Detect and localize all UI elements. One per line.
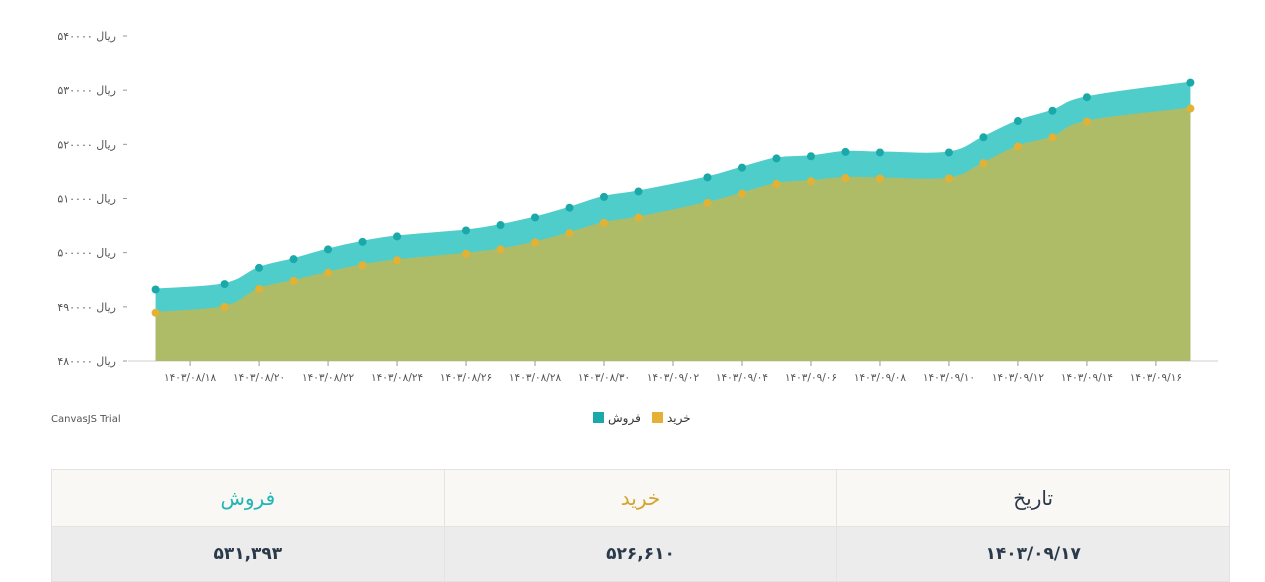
- buy-point: [841, 173, 850, 182]
- buy-point: [703, 198, 712, 207]
- buy-point: [944, 174, 953, 183]
- sell-point: [531, 213, 540, 222]
- sell-point: [393, 232, 402, 241]
- cell-buy-price: ۵۲۶,۶۱۰: [443, 526, 838, 582]
- x-tick-label: ۱۴۰۳/۰۹/۰۸: [854, 372, 907, 384]
- buy-point: [806, 177, 815, 186]
- sell-point: [875, 148, 884, 157]
- buy-point: [496, 245, 505, 254]
- x-tick-label: ۱۴۰۳/۰۸/۲۶: [440, 372, 492, 384]
- buy-point: [1013, 142, 1022, 151]
- sell-point: [324, 245, 333, 254]
- summary-table: فروش خرید تاریخ ۵۳۱,۳۹۳ ۵۲۶,۶۱۰ ۱۴۰۳/۰۹/…: [51, 469, 1230, 582]
- y-tick-label: ریال ۴۸۰۰۰۰: [57, 355, 116, 368]
- cell-sell-price: ۵۳۱,۳۹۳: [51, 526, 445, 582]
- sell-point: [634, 187, 643, 196]
- header-buy: خرید: [443, 469, 838, 527]
- sell-point: [703, 173, 712, 182]
- x-tick-label: ۱۴۰۳/۰۹/۰۴: [716, 372, 768, 384]
- x-tick-label: ۱۴۰۳/۰۹/۱۲: [992, 372, 1045, 384]
- x-tick-label: ۱۴۰۳/۰۸/۲۴: [371, 372, 423, 384]
- sell-point: [358, 237, 367, 246]
- buy-point: [565, 229, 574, 238]
- x-tick-label: ۱۴۰۳/۰۹/۰۲: [647, 372, 700, 384]
- cell-date: ۱۴۰۳/۰۹/۱۷: [836, 526, 1230, 582]
- header-sell: فروش: [51, 469, 445, 527]
- area-buy: [155, 108, 1191, 361]
- y-tick-label: ریال ۵۱۰۰۰۰: [57, 193, 116, 206]
- buy-point: [737, 189, 746, 198]
- legend-buy-swatch: [652, 412, 663, 423]
- y-tick-label: ریال ۴۹۰۰۰۰: [57, 301, 116, 314]
- chart-watermark: CanvasJS Trial: [51, 414, 121, 425]
- sell-point: [496, 221, 505, 230]
- buy-point: [358, 261, 367, 270]
- buy-point: [1082, 117, 1091, 126]
- x-tick-label: ۱۴۰۳/۰۸/۲۸: [509, 372, 562, 384]
- sell-point: [565, 203, 574, 212]
- buy-point: [531, 238, 540, 247]
- x-tick-label: ۱۴۰۳/۰۸/۲۲: [302, 372, 355, 384]
- table-header-row: فروش خرید تاریخ: [51, 469, 1230, 527]
- sell-point: [1048, 106, 1057, 115]
- buy-point: [600, 218, 609, 227]
- buy-point: [634, 213, 643, 222]
- x-tick-label: ۱۴۰۳/۰۹/۱۴: [1061, 372, 1113, 384]
- y-tick-label: ریال ۵۳۰۰۰۰: [57, 84, 116, 97]
- buy-point: [393, 256, 402, 265]
- y-tick-label: ریال ۵۲۰۰۰۰: [57, 138, 116, 151]
- buy-point: [772, 179, 781, 188]
- sell-point: [806, 152, 815, 161]
- buy-point: [255, 284, 264, 293]
- buy-point: [151, 308, 160, 317]
- sell-point: [600, 192, 609, 201]
- legend-sell-swatch: [593, 412, 604, 423]
- sell-point: [151, 285, 160, 294]
- x-tick-label: ۱۴۰۳/۰۹/۰۶: [785, 372, 837, 384]
- sell-point: [841, 147, 850, 156]
- buy-point: [875, 174, 884, 183]
- y-tick-label: ریال ۵۰۰۰۰۰: [57, 247, 116, 260]
- x-tick-label: ۱۴۰۳/۰۸/۱۸: [164, 372, 217, 384]
- x-tick-label: ۱۴۰۳/۰۹/۱۶: [1130, 372, 1182, 384]
- header-date: تاریخ: [836, 469, 1230, 527]
- sell-point: [944, 148, 953, 157]
- buy-point: [220, 302, 229, 311]
- sell-point: [255, 263, 264, 272]
- sell-point: [220, 280, 229, 289]
- sell-point: [979, 133, 988, 142]
- buy-point: [289, 276, 298, 285]
- chart-canvas: ریال ۴۸۰۰۰۰ ریال ۴۹۰۰۰۰ ریال ۵۰۰۰۰۰ ریال ۵۱…: [57, 30, 1218, 426]
- sell-point: [1013, 117, 1022, 126]
- legend-buy-label: خرید: [667, 411, 691, 426]
- buy-point: [324, 268, 333, 277]
- sell-point: [772, 154, 781, 163]
- table-row: ۵۳۱,۳۹۳ ۵۲۶,۶۱۰ ۱۴۰۳/۰۹/۱۷: [51, 526, 1230, 582]
- sell-point: [462, 226, 471, 235]
- sell-point: [1082, 93, 1091, 102]
- x-tick-label: ۱۴۰۳/۰۸/۲۰: [233, 372, 285, 384]
- legend-sell-label: فروش: [608, 411, 641, 426]
- x-tick-label: ۱۴۰۳/۰۹/۱۰: [923, 372, 975, 384]
- x-tick-label: ۱۴۰۳/۰۸/۳۰: [578, 372, 630, 384]
- sell-point: [289, 255, 298, 264]
- buy-point: [1048, 133, 1057, 142]
- sell-point: [737, 163, 746, 172]
- buy-point: [1186, 104, 1195, 113]
- buy-point: [979, 159, 988, 168]
- price-chart: ریال ۴۸۰۰۰۰ ریال ۴۹۰۰۰۰ ریال ۵۰۰۰۰۰ ریال ۵۱…: [57, 30, 1218, 426]
- sell-point: [1186, 78, 1195, 87]
- buy-point: [462, 249, 471, 258]
- y-tick-label: ریال ۵۴۰۰۰۰: [57, 30, 116, 43]
